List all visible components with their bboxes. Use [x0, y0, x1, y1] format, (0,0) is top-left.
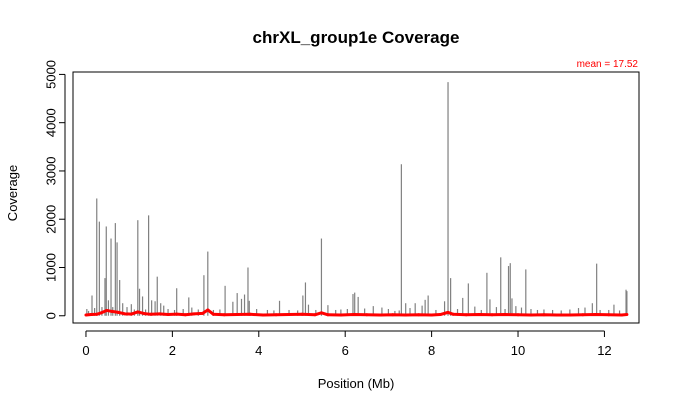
smoothed-coverage-point [451, 312, 455, 316]
smoothed-coverage-point [142, 312, 146, 316]
y-axis-title: Coverage [5, 165, 20, 221]
smoothed-coverage-point [192, 312, 196, 316]
smoothed-coverage-point [201, 311, 205, 315]
smoothed-coverage-series [84, 308, 629, 317]
smoothed-coverage-point [529, 313, 533, 317]
smoothed-coverage-point [594, 313, 598, 317]
smoothed-coverage-point [319, 311, 323, 315]
smoothed-coverage-point [235, 313, 239, 317]
y-tick-label: 2000 [44, 205, 59, 234]
x-tick-label: 8 [428, 343, 435, 358]
smoothed-coverage-point [123, 312, 127, 316]
axes: 0 2 4 6 8 10 12 0 1000 2000 3000 4000 5000 [44, 60, 612, 358]
smoothed-coverage-point [149, 312, 153, 316]
smoothed-coverage-point [326, 313, 330, 317]
smoothed-coverage-point [365, 313, 369, 317]
y-tick-label: 5000 [44, 60, 59, 89]
smoothed-coverage-point [607, 313, 611, 317]
smoothed-coverage-point [313, 313, 317, 317]
smoothed-coverage-point [222, 313, 226, 317]
smoothed-coverage-point [95, 312, 99, 316]
x-tick-label: 0 [82, 343, 89, 358]
x-tick-label: 6 [342, 343, 349, 358]
smoothed-coverage-point [129, 312, 133, 316]
smoothed-coverage-point [274, 313, 278, 317]
smoothed-coverage-point [248, 312, 252, 316]
plot-frame [72, 71, 640, 324]
smoothed-coverage-point [211, 312, 215, 316]
smoothed-coverage-point [391, 313, 395, 317]
smoothed-coverage-point [581, 313, 585, 317]
smoothed-coverage-point [166, 313, 170, 317]
smoothed-coverage-point [157, 312, 161, 316]
x-axis-title: Position (Mb) [318, 376, 395, 391]
smoothed-coverage-point [620, 313, 624, 317]
smoothed-coverage-point [378, 313, 382, 317]
smoothed-coverage-point [555, 313, 559, 317]
y-tick-label: 0 [44, 312, 59, 319]
smoothed-coverage-point [404, 313, 408, 317]
smoothed-coverage-point [89, 313, 93, 317]
smoothed-coverage-point [261, 313, 265, 317]
x-tick-label: 4 [255, 343, 262, 358]
smoothed-coverage-point [183, 313, 187, 317]
smoothed-coverage-point [438, 313, 442, 317]
smoothed-coverage-point [625, 313, 629, 317]
smoothed-coverage-point [568, 313, 572, 317]
smoothed-coverage-point [464, 313, 468, 317]
smoothed-coverage-point [206, 308, 210, 312]
smoothed-coverage-point [300, 312, 304, 316]
smoothed-coverage-point [287, 313, 291, 317]
smoothed-coverage-point [417, 313, 421, 317]
y-tick-label: 1000 [44, 253, 59, 282]
smoothed-coverage-point [99, 311, 103, 315]
y-tick-label: 3000 [44, 156, 59, 185]
smoothed-coverage-point [136, 310, 140, 314]
x-tick-label: 10 [511, 343, 525, 358]
smoothed-coverage-point [339, 313, 343, 317]
smoothed-coverage-point [542, 313, 546, 317]
smoothed-coverage-point [446, 310, 450, 314]
smoothed-coverage-point [105, 308, 109, 312]
x-tick-label: 2 [169, 343, 176, 358]
smoothed-coverage-point [490, 313, 494, 317]
smoothed-coverage-point [110, 309, 114, 313]
chart-title: chrXL_group1e Coverage [253, 28, 460, 47]
smoothed-coverage-point [175, 312, 179, 316]
smoothed-coverage-point [352, 313, 356, 317]
smoothed-coverage-point [516, 313, 520, 317]
smoothed-coverage-point [477, 313, 481, 317]
smoothed-coverage-point [84, 313, 88, 317]
smoothed-coverage-point [430, 313, 434, 317]
mean-annotation: mean = 17.52 [577, 59, 639, 70]
y-tick-label: 4000 [44, 108, 59, 137]
coverage-spikes-series [86, 82, 628, 316]
x-tick-label: 12 [597, 343, 611, 358]
smoothed-coverage-point [116, 310, 120, 314]
smoothed-coverage-point [503, 313, 507, 317]
